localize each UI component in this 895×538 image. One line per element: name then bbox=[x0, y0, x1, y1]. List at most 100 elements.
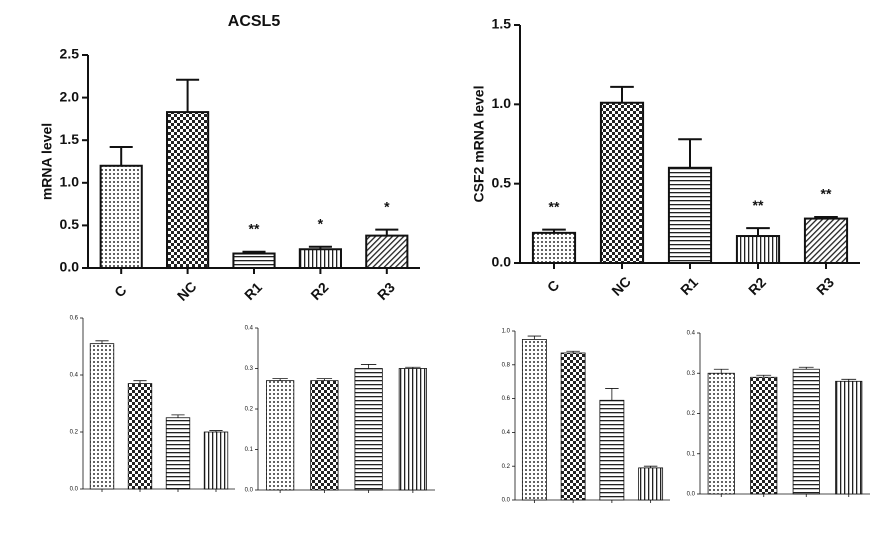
bar bbox=[298, 248, 342, 269]
error-bar bbox=[756, 374, 772, 378]
y-tick-label: 0.2 bbox=[70, 430, 79, 436]
y-tick-label: 1.0 bbox=[60, 174, 80, 190]
bar bbox=[750, 376, 778, 495]
bar bbox=[638, 467, 664, 501]
y-tick-label: 0.0 bbox=[60, 259, 80, 275]
bar bbox=[560, 352, 586, 501]
bar bbox=[266, 380, 295, 491]
error-bar bbox=[176, 78, 200, 113]
bar bbox=[792, 368, 820, 495]
error-bar bbox=[95, 340, 109, 344]
x-tick-label: NC bbox=[608, 273, 634, 299]
error-bar bbox=[678, 138, 702, 168]
bar bbox=[398, 368, 427, 491]
y-tick-label: 1.5 bbox=[492, 16, 512, 32]
bar bbox=[531, 231, 577, 264]
y-tick-label: 0.1 bbox=[245, 447, 254, 453]
y-tick-label: 0.2 bbox=[687, 411, 696, 417]
y-tick-label: 0.0 bbox=[70, 487, 79, 493]
error-bar bbox=[171, 414, 185, 418]
annotation: ** bbox=[753, 197, 764, 213]
y-tick-label: 0.2 bbox=[502, 464, 511, 470]
y-tick-label: 0.5 bbox=[492, 174, 512, 190]
y-axis-label: mRNA level bbox=[39, 123, 55, 200]
y-tick-label: 0.3 bbox=[245, 366, 254, 372]
error-bar bbox=[605, 388, 619, 401]
y-tick-label: 0.4 bbox=[245, 326, 254, 332]
error-bar bbox=[405, 366, 421, 369]
y-tick-label: 0.1 bbox=[687, 451, 696, 457]
bar bbox=[521, 339, 547, 501]
y-tick-label: 0.0 bbox=[245, 488, 254, 494]
bar bbox=[232, 252, 276, 270]
x-tick-label: R1 bbox=[677, 274, 701, 298]
annotation: * bbox=[384, 198, 390, 214]
bar bbox=[89, 343, 115, 490]
y-tick-label: 0.6 bbox=[502, 396, 511, 402]
bar bbox=[735, 235, 781, 265]
error-bar bbox=[527, 335, 542, 340]
bar bbox=[707, 372, 735, 495]
error-bar bbox=[814, 215, 838, 219]
bar bbox=[599, 399, 625, 501]
y-tick-label: 0.0 bbox=[687, 492, 696, 498]
error-bar bbox=[272, 378, 288, 381]
chart-title: ACSL5 bbox=[228, 13, 281, 30]
annotation: ** bbox=[249, 221, 260, 237]
error-bar bbox=[798, 366, 814, 370]
x-tick-label: NC bbox=[174, 278, 200, 304]
y-tick-label: 0.8 bbox=[502, 362, 511, 368]
bar bbox=[835, 380, 863, 495]
y-tick-label: 0.3 bbox=[687, 371, 696, 377]
y-tick-label: 0.0 bbox=[492, 254, 512, 270]
error-bar bbox=[109, 146, 133, 166]
y-tick-label: 2.0 bbox=[60, 88, 80, 104]
y-tick-label: 2.5 bbox=[60, 46, 80, 62]
y-tick-label: 0.6 bbox=[70, 316, 79, 322]
y-tick-label: 1.5 bbox=[60, 131, 80, 147]
error-bar bbox=[360, 364, 377, 369]
annotation: ** bbox=[821, 186, 832, 202]
error-bar bbox=[133, 380, 147, 384]
bar bbox=[166, 111, 210, 269]
bar bbox=[165, 417, 191, 490]
x-tick-label: R2 bbox=[307, 279, 331, 303]
bar bbox=[803, 217, 849, 264]
error-bar bbox=[375, 228, 399, 236]
bar bbox=[203, 431, 229, 490]
error-bar bbox=[713, 368, 729, 374]
y-tick-label: 0.4 bbox=[70, 373, 79, 379]
bar bbox=[310, 380, 339, 491]
annotation: * bbox=[318, 215, 324, 231]
y-tick-label: 0.4 bbox=[687, 331, 696, 337]
x-tick-label: R1 bbox=[241, 279, 265, 303]
bar bbox=[667, 166, 713, 264]
y-tick-label: 1.0 bbox=[502, 329, 511, 335]
bar bbox=[99, 164, 143, 269]
error-bar bbox=[643, 465, 658, 468]
x-tick-label: C bbox=[544, 277, 562, 295]
y-tick-label: 0.4 bbox=[502, 430, 511, 436]
annotation: ** bbox=[549, 198, 560, 214]
y-tick-label: 1.0 bbox=[492, 95, 512, 111]
error-bar bbox=[566, 350, 580, 353]
x-tick-label: C bbox=[111, 282, 129, 300]
x-tick-label: R2 bbox=[745, 274, 769, 298]
error-bar bbox=[841, 378, 857, 382]
bar bbox=[354, 368, 383, 491]
x-tick-label: R3 bbox=[813, 274, 837, 298]
y-tick-label: 0.5 bbox=[60, 216, 80, 232]
error-bar bbox=[316, 378, 333, 381]
x-tick-label: R3 bbox=[374, 279, 398, 303]
bar bbox=[127, 383, 153, 490]
y-tick-label: 0.2 bbox=[245, 407, 254, 413]
y-axis-label: CSF2 mRNA level bbox=[471, 86, 487, 203]
bar bbox=[599, 101, 645, 264]
error-bar bbox=[242, 250, 266, 254]
error-bar bbox=[746, 227, 770, 237]
error-bar bbox=[308, 245, 332, 250]
bar bbox=[365, 234, 409, 269]
error-bar bbox=[542, 228, 566, 233]
